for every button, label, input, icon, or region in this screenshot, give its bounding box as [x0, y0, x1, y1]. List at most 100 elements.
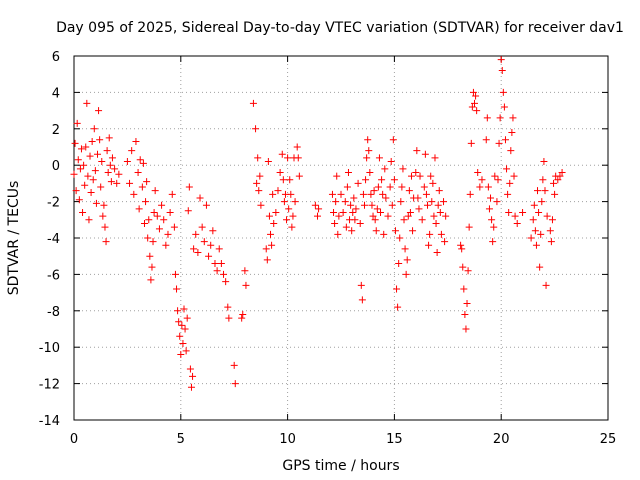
- data-point: [143, 178, 151, 186]
- data-point: [473, 107, 481, 115]
- data-point: [433, 249, 441, 257]
- data-point: [311, 201, 319, 209]
- data-point: [279, 176, 287, 184]
- data-point: [497, 56, 505, 64]
- data-point: [507, 147, 515, 155]
- data-point: [366, 168, 374, 176]
- data-point: [396, 234, 404, 242]
- data-point: [130, 190, 138, 198]
- data-point: [398, 183, 406, 191]
- data-point: [164, 230, 172, 238]
- data-point: [267, 230, 275, 238]
- data-point: [71, 139, 79, 147]
- data-point: [373, 205, 381, 213]
- data-point: [230, 361, 238, 369]
- data-point: [92, 199, 100, 207]
- data-point: [535, 209, 543, 217]
- data-point: [93, 150, 101, 158]
- data-point: [91, 167, 99, 175]
- data-point: [377, 209, 385, 217]
- data-point: [98, 158, 106, 166]
- data-point: [359, 190, 367, 198]
- data-point: [547, 238, 555, 246]
- data-point: [76, 165, 84, 173]
- data-point: [389, 136, 397, 144]
- data-point: [115, 170, 123, 178]
- data-point: [405, 187, 413, 195]
- data-point: [395, 259, 403, 267]
- data-point: [538, 198, 546, 206]
- data-point: [144, 234, 152, 242]
- data-point: [543, 212, 551, 220]
- data-point: [187, 383, 195, 391]
- data-point: [330, 209, 338, 217]
- data-point: [466, 190, 474, 198]
- data-point: [285, 205, 293, 213]
- data-point: [205, 252, 213, 260]
- data-point: [474, 168, 482, 176]
- data-point: [108, 154, 116, 162]
- data-point: [257, 201, 265, 209]
- data-point: [146, 252, 154, 260]
- y-tick-label: 0: [52, 159, 60, 174]
- data-point: [496, 114, 504, 122]
- data-point: [422, 190, 430, 198]
- data-point: [264, 158, 272, 166]
- data-point: [508, 128, 516, 136]
- data-point: [437, 230, 445, 238]
- data-point: [278, 150, 286, 158]
- data-point: [75, 196, 83, 204]
- data-points: [70, 56, 566, 391]
- data-point: [182, 347, 190, 355]
- data-point: [393, 285, 401, 293]
- data-point: [511, 212, 519, 220]
- data-point: [74, 156, 82, 164]
- data-point: [421, 150, 429, 158]
- data-point: [337, 190, 345, 198]
- data-point: [186, 365, 194, 373]
- data-point: [401, 245, 409, 253]
- data-point: [537, 230, 545, 238]
- data-point: [485, 205, 493, 213]
- data-point: [457, 241, 465, 249]
- data-point: [339, 209, 347, 217]
- data-point: [529, 216, 537, 224]
- data-point: [341, 198, 349, 206]
- data-point: [70, 170, 78, 178]
- chart-title: Day 095 of 2025, Sidereal Day-to-day VTE…: [56, 20, 624, 36]
- data-point: [99, 212, 107, 220]
- data-point: [82, 143, 90, 151]
- data-point: [403, 256, 411, 264]
- y-tick-label: 2: [52, 123, 60, 138]
- data-point: [531, 227, 539, 235]
- data-point: [432, 219, 440, 227]
- data-point: [126, 179, 134, 187]
- data-point: [495, 139, 503, 147]
- data-point: [463, 300, 471, 308]
- data-point: [351, 216, 359, 224]
- data-point: [220, 270, 228, 278]
- data-point: [461, 310, 469, 318]
- data-point: [554, 176, 562, 184]
- data-point: [348, 227, 356, 235]
- data-point: [375, 154, 383, 162]
- data-point: [356, 219, 364, 227]
- data-point: [465, 223, 473, 231]
- data-point: [462, 325, 470, 333]
- data-point: [427, 172, 435, 180]
- data-point: [213, 267, 221, 275]
- data-point: [128, 147, 136, 155]
- data-point: [113, 179, 121, 187]
- data-point: [342, 223, 350, 231]
- data-point: [386, 183, 394, 191]
- data-point: [179, 340, 187, 348]
- data-point: [262, 245, 270, 253]
- data-point: [458, 245, 466, 253]
- data-point: [86, 152, 94, 160]
- data-point: [315, 205, 323, 213]
- data-point: [362, 176, 370, 184]
- x-tick-label: 25: [600, 432, 617, 447]
- data-point: [145, 216, 153, 224]
- data-point: [270, 219, 278, 227]
- data-point: [103, 147, 111, 155]
